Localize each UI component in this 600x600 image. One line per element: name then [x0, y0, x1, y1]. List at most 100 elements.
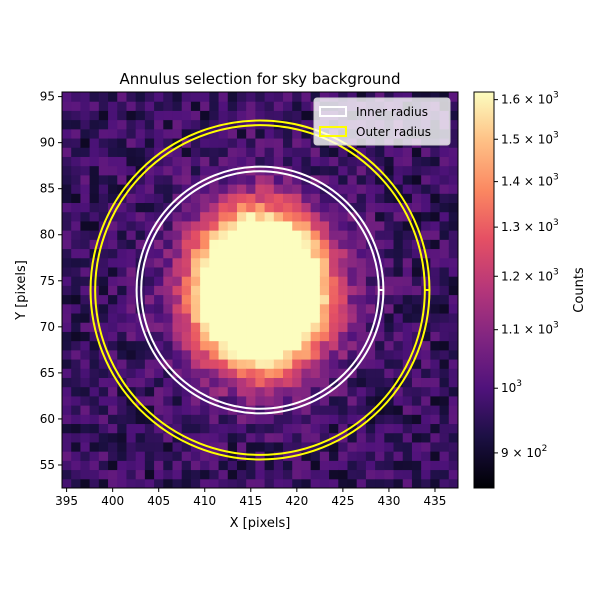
heatmap-cell [310, 441, 321, 452]
heatmap-cell [126, 368, 137, 378]
heatmap-cell [393, 313, 404, 323]
heatmap-cell [117, 202, 127, 213]
heatmap-cell [71, 322, 81, 332]
heatmap-cell [338, 156, 348, 167]
heatmap-cell [108, 138, 118, 148]
heatmap-cell [181, 386, 192, 397]
heatmap-cell [117, 377, 127, 388]
heatmap-cell [172, 451, 183, 461]
heatmap-cell [135, 322, 146, 332]
heatmap-cell [283, 248, 293, 259]
heatmap-cell [227, 432, 238, 443]
heatmap-cell [190, 147, 201, 157]
heatmap-cell [273, 156, 284, 167]
heatmap-cell [236, 423, 247, 434]
heatmap-cell [154, 230, 164, 240]
heatmap-cell [89, 478, 100, 488]
heatmap-cell [347, 460, 358, 471]
heatmap-cell [301, 101, 312, 111]
heatmap-cell [108, 386, 118, 397]
heatmap-cell [283, 432, 293, 443]
heatmap-cell [80, 92, 91, 102]
heatmap-cell [144, 386, 155, 397]
heatmap-cell [273, 128, 284, 139]
heatmap-cell [71, 119, 81, 130]
heatmap-cell [108, 220, 118, 231]
heatmap-cell [144, 248, 155, 259]
heatmap-cell [236, 230, 247, 240]
heatmap-cell [117, 239, 127, 250]
heatmap-cell [80, 294, 91, 305]
heatmap-cell [402, 257, 413, 268]
heatmap-cell [430, 303, 441, 314]
heatmap-cell [117, 460, 127, 471]
heatmap-cell [218, 386, 229, 397]
heatmap-cell [71, 165, 81, 176]
heatmap-cell [264, 386, 275, 397]
heatmap-cell [384, 460, 395, 471]
heatmap-cell [448, 377, 458, 388]
heatmap-cell [448, 165, 458, 176]
heatmap-cell [135, 193, 146, 204]
heatmap-cell [255, 340, 266, 351]
heatmap-cell [154, 138, 164, 148]
heatmap-cell [209, 331, 220, 342]
heatmap-cell [62, 322, 72, 332]
heatmap-cell [375, 441, 385, 452]
heatmap-cell [448, 193, 458, 204]
heatmap-cell [292, 248, 302, 259]
heatmap-cell [126, 165, 137, 176]
heatmap-cell [246, 174, 256, 185]
heatmap-cell [71, 138, 81, 148]
heatmap-cell [135, 377, 146, 388]
heatmap-cell [310, 405, 321, 415]
heatmap-cell [71, 414, 81, 425]
heatmap-cell [356, 469, 367, 480]
heatmap-cell [273, 184, 284, 194]
heatmap-cell [421, 368, 431, 378]
heatmap-cell [411, 478, 422, 488]
heatmap-cell [181, 92, 192, 102]
heatmap-cell [218, 460, 229, 471]
heatmap-cell [209, 147, 220, 157]
y-tick-label: 85 [40, 182, 55, 196]
heatmap-cell [421, 193, 431, 204]
heatmap-cell [181, 359, 192, 369]
heatmap-cell [439, 165, 450, 176]
heatmap-cell [236, 165, 247, 176]
heatmap-cell [402, 285, 413, 296]
heatmap-cell [80, 239, 91, 250]
heatmap-cell [264, 368, 275, 378]
heatmap-cell [218, 285, 229, 296]
heatmap-cell [365, 359, 376, 369]
heatmap-cell [292, 478, 302, 488]
heatmap-cell [172, 340, 183, 351]
heatmap-cell [264, 174, 275, 185]
heatmap-cell [98, 266, 109, 277]
heatmap-cell [218, 331, 229, 342]
heatmap-cell [108, 313, 118, 323]
heatmap-cell [98, 165, 109, 176]
heatmap-cell [80, 101, 91, 111]
heatmap-cell [421, 377, 431, 388]
heatmap-cell [200, 423, 210, 434]
heatmap-cell [264, 110, 275, 121]
heatmap-cell [190, 239, 201, 250]
heatmap-cell [393, 230, 404, 240]
heatmap-cell [227, 211, 238, 222]
heatmap-cell [71, 349, 81, 360]
heatmap-cell [402, 331, 413, 342]
heatmap-cell [108, 128, 118, 139]
heatmap-cell [283, 202, 293, 213]
heatmap-cell [62, 230, 72, 240]
heatmap-cell [117, 285, 127, 296]
heatmap-cell [181, 285, 192, 296]
heatmap-cell [190, 377, 201, 388]
heatmap-cell [89, 101, 100, 111]
heatmap-cell [430, 322, 441, 332]
heatmap-cell [71, 239, 81, 250]
heatmap-cell [283, 349, 293, 360]
heatmap-cell [319, 276, 330, 286]
heatmap-cell [117, 128, 127, 139]
